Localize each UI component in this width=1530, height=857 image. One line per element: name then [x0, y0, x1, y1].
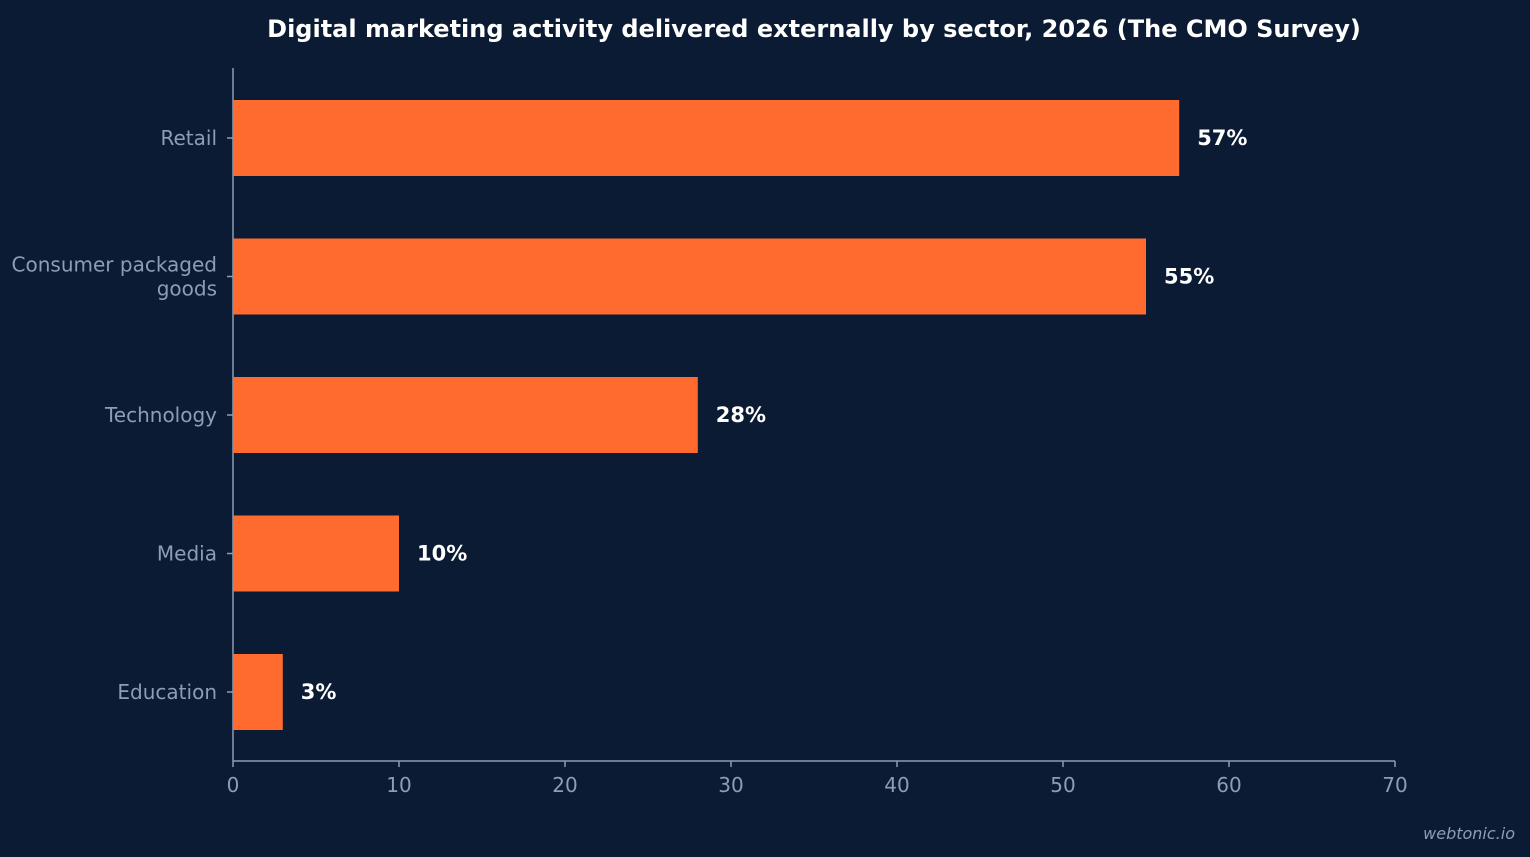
x-tick-label: 40	[884, 773, 909, 797]
value-label: 57%	[1197, 126, 1247, 150]
bar	[233, 515, 399, 592]
bars	[233, 100, 1180, 730]
x-tick-label: 30	[718, 773, 743, 797]
watermark: webtonic.io	[1423, 824, 1515, 843]
category-label: Retail	[160, 126, 217, 150]
labels: 0 10 20 30 40 50 60 70 Retail 57% Consumer package…	[12, 126, 1408, 797]
x-tick-label: 70	[1382, 773, 1407, 797]
value-label: 3%	[301, 680, 337, 704]
category-label: Technology	[104, 403, 217, 427]
category-label: Media	[157, 542, 217, 566]
bar	[233, 377, 698, 453]
x-tick-label: 10	[386, 773, 411, 797]
bar	[233, 100, 1180, 176]
x-tick-label: 60	[1216, 773, 1241, 797]
value-label: 10%	[417, 542, 467, 566]
bar	[233, 654, 283, 730]
x-tick-label: 0	[227, 773, 240, 797]
category-label: Education	[117, 680, 217, 704]
category-label: Consumer packaged goods	[12, 253, 217, 301]
bar	[233, 238, 1146, 315]
x-tick-label: 20	[552, 773, 577, 797]
value-label: 28%	[716, 403, 766, 427]
value-label: 55%	[1164, 265, 1214, 289]
chart-title: Digital marketing activity delivered ext…	[267, 15, 1361, 43]
x-tick-label: 50	[1050, 773, 1075, 797]
